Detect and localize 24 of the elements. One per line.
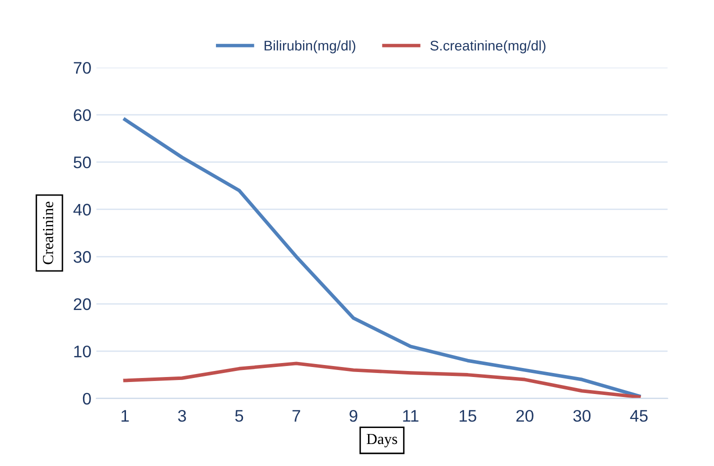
y-tick-label: 20 <box>74 298 91 310</box>
x-tick-label: 7 <box>292 410 300 422</box>
x-tick-label: 45 <box>630 410 648 422</box>
y-tick-label: 0 <box>82 392 91 405</box>
y-tick-label: 60 <box>74 109 91 122</box>
y-tick-label: 40 <box>73 204 91 216</box>
line-series <box>123 118 641 398</box>
legend-label: Bilirubin(mg/dl) <box>264 40 356 54</box>
y-tick-label: 70 <box>74 62 91 74</box>
y-tick-label: 30 <box>74 251 91 263</box>
y-tick-label: 10 <box>74 346 91 358</box>
x-tick-label: 15 <box>460 410 476 422</box>
x-tick-label: 5 <box>235 410 244 422</box>
x-tick-label: 30 <box>573 410 591 422</box>
line-series <box>123 362 641 398</box>
x-tick-label: 1 <box>122 410 129 422</box>
x-tick-label: 11 <box>403 410 418 422</box>
legend-label: S.creatinine(mg/dl) <box>430 40 546 54</box>
y-tick-label: 50 <box>74 156 91 168</box>
y-axis-title: Creatinine <box>42 202 54 264</box>
x-axis-title: Days <box>366 434 398 448</box>
x-tick-label: 9 <box>350 410 358 422</box>
x-tick-label: 3 <box>178 410 186 422</box>
x-tick-label: 20 <box>516 410 534 422</box>
